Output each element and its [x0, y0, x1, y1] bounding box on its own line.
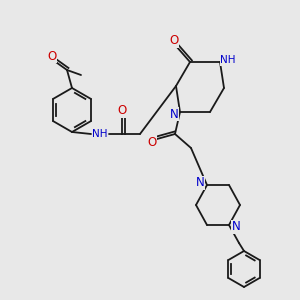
Text: O: O	[117, 104, 127, 118]
Text: O: O	[147, 136, 157, 148]
Text: NH: NH	[220, 55, 236, 65]
Text: N: N	[196, 176, 204, 190]
Text: O: O	[47, 50, 57, 62]
Text: NH: NH	[92, 129, 108, 139]
Text: N: N	[232, 220, 240, 233]
Text: O: O	[169, 34, 178, 47]
Text: N: N	[169, 107, 178, 121]
